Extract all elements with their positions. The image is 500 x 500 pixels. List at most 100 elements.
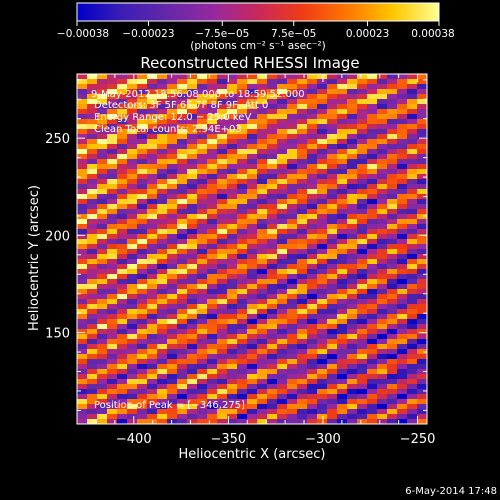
- heatmap-cell: [337, 79, 348, 85]
- heatmap-cell: [417, 329, 427, 335]
- heatmap-cell: [117, 289, 128, 295]
- heatmap-cell: [167, 314, 178, 320]
- heatmap-cell: [237, 139, 248, 145]
- heatmap-cell: [247, 279, 258, 285]
- heatmap-cell: [147, 169, 158, 175]
- heatmap-cell: [387, 109, 398, 115]
- heatmap-cell: [237, 364, 248, 370]
- heatmap-cell: [187, 94, 198, 100]
- heatmap-cell: [197, 319, 208, 325]
- heatmap-cell: [267, 199, 278, 205]
- heatmap-cell: [197, 109, 208, 115]
- heatmap-cell: [157, 94, 168, 100]
- heatmap-cell: [177, 84, 188, 90]
- heatmap-cell: [197, 369, 208, 375]
- heatmap-cell: [277, 349, 288, 355]
- heatmap-cell: [367, 219, 378, 225]
- heatmap-cell: [257, 254, 268, 260]
- heatmap-cell: [77, 109, 88, 115]
- heatmap-cell: [87, 74, 98, 80]
- heatmap-cell: [127, 304, 138, 310]
- heatmap-cell: [387, 384, 398, 390]
- heatmap-cell: [347, 129, 358, 135]
- heatmap-cell: [307, 289, 318, 295]
- heatmap-cell: [77, 229, 88, 235]
- heatmap-cell: [117, 224, 128, 230]
- heatmap-cell: [77, 199, 88, 205]
- heatmap-cell: [387, 219, 398, 225]
- heatmap-cell: [227, 109, 238, 115]
- heatmap-cell: [367, 139, 378, 145]
- heatmap-cell: [277, 279, 288, 285]
- heatmap-cell: [207, 249, 218, 255]
- heatmap-cell: [137, 139, 148, 145]
- heatmap-cell: [207, 284, 218, 290]
- heatmap-cell: [167, 344, 178, 350]
- heatmap-cell: [367, 164, 378, 170]
- heatmap-cell: [237, 404, 248, 410]
- heatmap-cell: [107, 159, 118, 165]
- heatmap-cell: [227, 379, 238, 385]
- heatmap-cell: [307, 389, 318, 395]
- heatmap-cell: [347, 279, 358, 285]
- heatmap-cell: [197, 354, 208, 360]
- heatmap-cell: [257, 94, 268, 100]
- heatmap-cell: [327, 274, 338, 280]
- heatmap-cell: [137, 314, 148, 320]
- heatmap-cell: [157, 144, 168, 150]
- heatmap-cell: [267, 194, 278, 200]
- heatmap-cell: [347, 149, 358, 155]
- heatmap-cell: [257, 404, 268, 410]
- heatmap-cell: [307, 129, 318, 135]
- heatmap-cell: [217, 269, 228, 275]
- heatmap-cell: [167, 254, 178, 260]
- heatmap-cell: [277, 174, 288, 180]
- heatmap-cell: [97, 149, 108, 155]
- heatmap-cell: [137, 209, 148, 215]
- heatmap-cell: [297, 134, 308, 140]
- heatmap-cell: [387, 184, 398, 190]
- heatmap-cell: [167, 284, 178, 290]
- heatmap-cell: [127, 169, 138, 175]
- heatmap-cell: [197, 409, 208, 415]
- heatmap-cell: [357, 409, 368, 415]
- heatmap-cell: [417, 264, 427, 270]
- heatmap-cell: [287, 369, 298, 375]
- y-tick-label: 150: [45, 327, 70, 342]
- heatmap-cell: [287, 239, 298, 245]
- heatmap-cell: [297, 409, 308, 415]
- heatmap-cell: [177, 304, 188, 310]
- heatmap-cell: [227, 399, 238, 405]
- heatmap-cell: [137, 254, 148, 260]
- heatmap-cell: [137, 164, 148, 170]
- heatmap-cell: [327, 419, 338, 424]
- heatmap-cell: [367, 279, 378, 285]
- heatmap-cell: [217, 84, 228, 90]
- heatmap-cell: [177, 79, 188, 85]
- heatmap-cell: [297, 264, 308, 270]
- heatmap-cell: [407, 129, 418, 135]
- heatmap-cell: [377, 379, 388, 385]
- heatmap-cell: [127, 229, 138, 235]
- heatmap-cell: [377, 324, 388, 330]
- heatmap-cell: [127, 319, 138, 325]
- heatmap-cell: [77, 159, 88, 165]
- heatmap-cell: [157, 249, 168, 255]
- heatmap-cell: [307, 394, 318, 400]
- heatmap-cell: [237, 269, 248, 275]
- heatmap-cell: [217, 354, 228, 360]
- heatmap-cell: [117, 329, 128, 335]
- heatmap-cell: [367, 84, 378, 90]
- heatmap-cell: [267, 384, 278, 390]
- heatmap-cell: [337, 194, 348, 200]
- heatmap-cell: [257, 289, 268, 295]
- heatmap-cell: [337, 149, 348, 155]
- heatmap-cell: [247, 219, 258, 225]
- heatmap-cell: [87, 204, 98, 210]
- heatmap-cell: [337, 309, 348, 315]
- heatmap-cell: [277, 154, 288, 160]
- heatmap-cell: [327, 299, 338, 305]
- heatmap-cell: [117, 134, 128, 140]
- heatmap-cell: [357, 79, 368, 85]
